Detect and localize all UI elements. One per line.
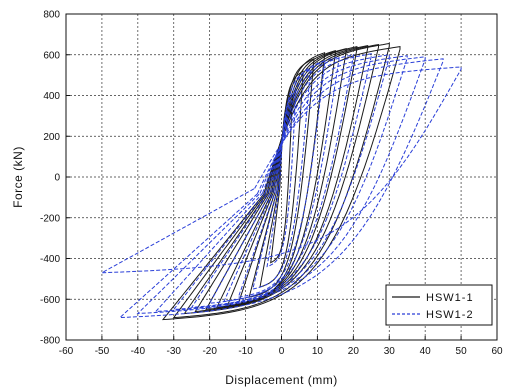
hysteresis-loop xyxy=(237,51,326,304)
hysteresis-loop xyxy=(208,54,354,304)
hysteresis-loop xyxy=(190,53,372,308)
x-tick-label: 10 xyxy=(312,346,324,357)
x-tick-label: 20 xyxy=(348,346,360,357)
legend-box xyxy=(385,284,493,326)
x-axis-label: Displacement (mm) xyxy=(225,373,338,387)
x-tick-label: -60 xyxy=(59,346,74,357)
y-axis-label: Force (kN) xyxy=(11,146,25,208)
x-tick-label: 30 xyxy=(384,346,396,357)
hysteresis-loop xyxy=(172,54,390,310)
y-tick-label: -200 xyxy=(40,213,60,224)
x-tick-label: 50 xyxy=(456,346,468,357)
x-tick-label: 0 xyxy=(279,346,285,357)
y-tick-label: 600 xyxy=(43,50,60,61)
hysteresis-loop xyxy=(223,56,340,302)
y-tick-label: -600 xyxy=(40,295,60,306)
y-tick-label: 400 xyxy=(43,91,60,102)
hysteresis-loop xyxy=(237,60,326,298)
x-tick-label: 40 xyxy=(420,346,432,357)
hysteresis-loop xyxy=(248,57,315,298)
hysteresis-loop xyxy=(252,68,311,290)
series-curves xyxy=(101,42,462,321)
y-tick-label: 800 xyxy=(43,10,60,21)
x-tick-label: -10 xyxy=(238,346,253,357)
legend-label-hsw1-2: HSW1-2 xyxy=(426,309,474,321)
hysteresis-loop xyxy=(266,90,297,268)
x-tick-label: -20 xyxy=(202,346,217,357)
hysteresis-loop xyxy=(101,66,462,274)
hysteresis-loop xyxy=(226,50,336,307)
hysteresis-loop xyxy=(136,56,426,315)
legend-label-hsw1-1: HSW1-1 xyxy=(426,292,474,304)
hysteresis-loop xyxy=(154,55,408,313)
y-tick-label: 200 xyxy=(43,132,60,143)
hysteresis-loop xyxy=(183,44,379,315)
x-tick-label: -50 xyxy=(95,346,110,357)
x-tick-label: -30 xyxy=(167,346,182,357)
hysteresis-loop xyxy=(161,46,401,321)
axis-ticks: -60 -50 -40 -30 -20 -10 0 10 20 30 40 50 60 -800 -600 -… xyxy=(40,10,503,358)
hysteresis-loop xyxy=(172,42,390,319)
legend: HSW1-1 HSW1-2 xyxy=(385,284,493,326)
series-hsw1-2 xyxy=(101,53,462,319)
y-tick-label: -400 xyxy=(40,254,60,265)
x-tick-label: 60 xyxy=(491,346,503,357)
y-tick-label: 0 xyxy=(54,173,60,184)
hysteresis-loop xyxy=(118,58,444,319)
hysteresis-loop xyxy=(259,70,304,288)
x-tick-label: -40 xyxy=(131,346,146,357)
y-tick-label: -800 xyxy=(40,336,60,347)
